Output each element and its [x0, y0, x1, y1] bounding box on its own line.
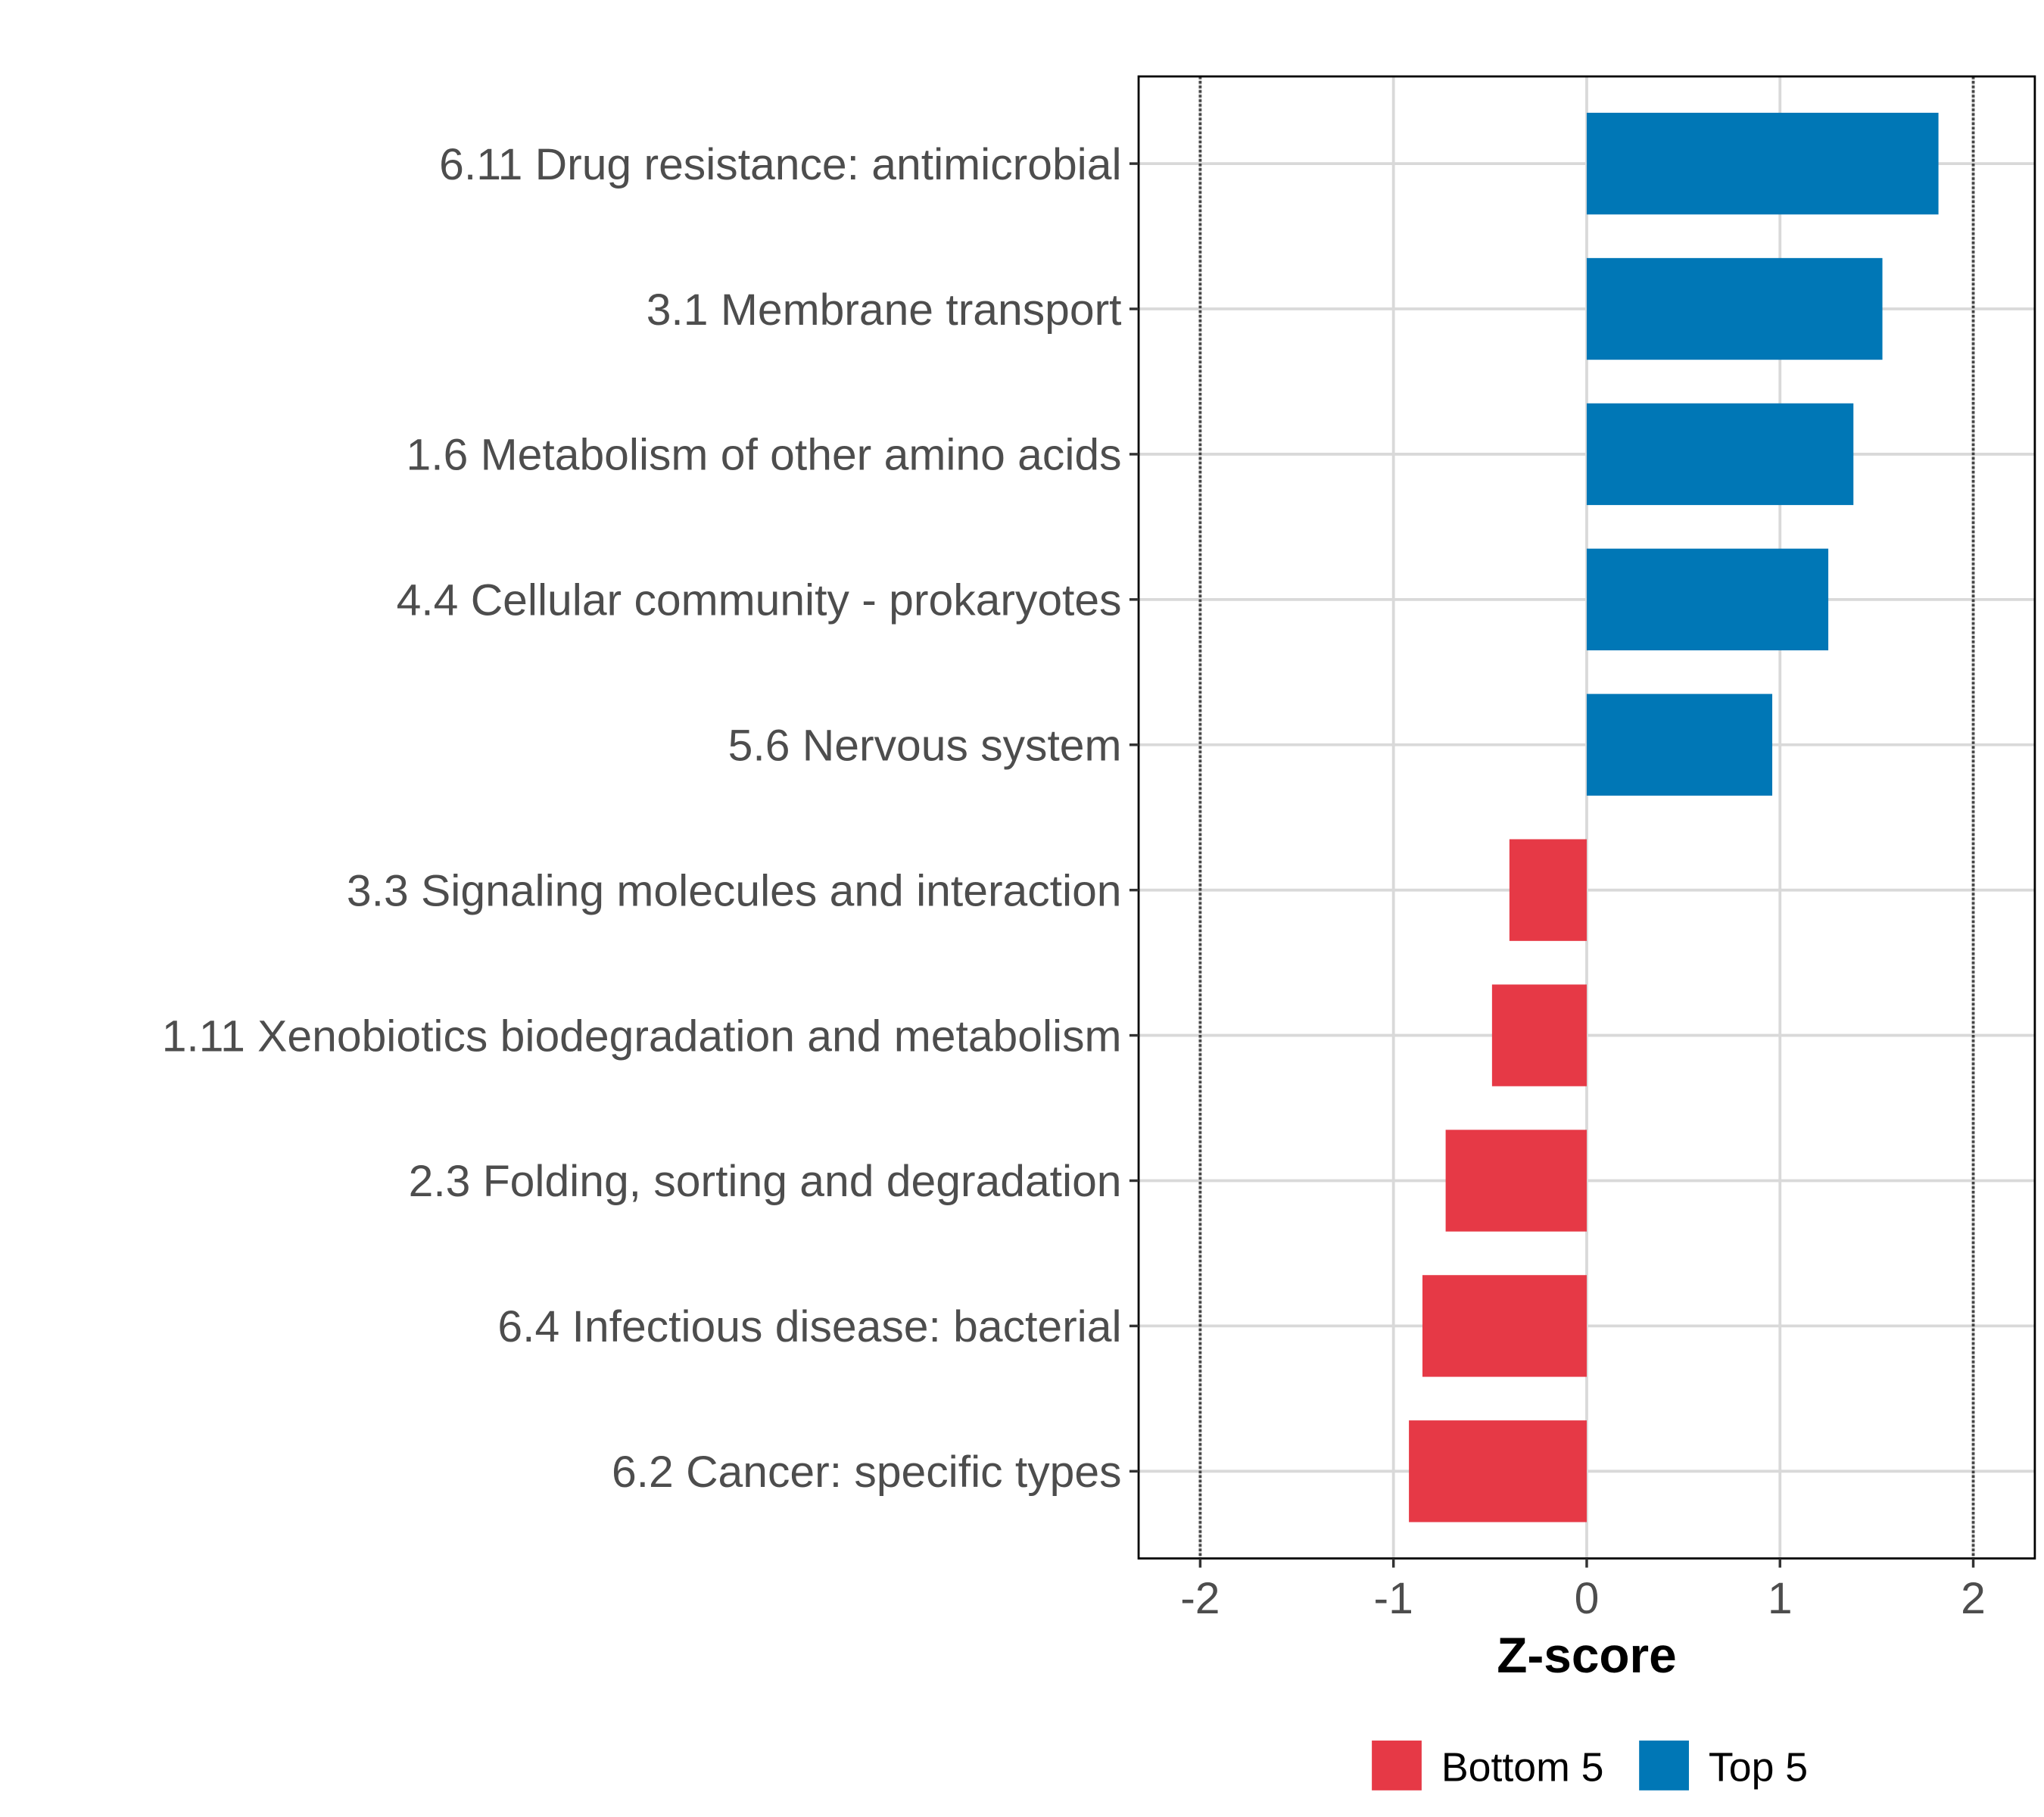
- bar: [1586, 403, 1854, 506]
- x-tick-label: -1: [1374, 1574, 1413, 1623]
- bars: [1409, 112, 1939, 1522]
- bar: [1409, 1420, 1587, 1522]
- y-axis: 6.11 Drug resistance: antimicrobial 3.1 M…: [162, 140, 1139, 1497]
- y-tick-label: 6.4 Infectious disease: bacterial: [497, 1302, 1121, 1351]
- bar: [1586, 548, 1829, 651]
- plot-panel-border: [1137, 75, 2036, 1560]
- legend-label: Top 5: [1709, 1745, 1808, 1791]
- legend-swatch: [1639, 1741, 1689, 1791]
- reference-lines: [1198, 76, 1975, 1559]
- x-tick-label: 0: [1575, 1574, 1600, 1623]
- bar: [1422, 1275, 1587, 1377]
- bar: [1586, 112, 1939, 215]
- y-tick-label: 3.3 Signaling molecules and interaction: [347, 866, 1122, 915]
- x-tick-label: 2: [1961, 1574, 1986, 1623]
- bar: [1586, 257, 1883, 360]
- bar: [1491, 984, 1587, 1086]
- bar: [1509, 839, 1587, 941]
- bar: [1445, 1130, 1587, 1232]
- y-tick-label: 6.2 Cancer: specific types: [612, 1448, 1122, 1497]
- x-tick-label: 1: [1768, 1574, 1793, 1623]
- y-tick-label: 2.3 Folding, sorting and degradation: [409, 1157, 1122, 1206]
- x-axis-title: Z-score: [1497, 1627, 1677, 1683]
- x-tick-label: -2: [1180, 1574, 1220, 1623]
- y-tick-label: 3.1 Membrane transport: [647, 285, 1122, 335]
- y-tick-label: 4.4 Cellular community - prokaryotes: [397, 576, 1122, 625]
- y-tick-label: 5.6 Nervous system: [728, 722, 1122, 771]
- x-axis: -2 -1 0 1 2: [1180, 1558, 1986, 1623]
- y-tick-label: 6.11 Drug resistance: antimicrobial: [439, 140, 1121, 189]
- bar: [1586, 693, 1773, 796]
- legend: Bottom 5 Top 5: [1372, 1741, 1808, 1791]
- y-tick-label: 1.11 Xenobiotics biodegradation and meta…: [162, 1011, 1122, 1061]
- legend-label: Bottom 5: [1441, 1745, 1604, 1791]
- y-tick-label: 1.6 Metabolism of other amino acids: [407, 431, 1122, 480]
- legend-swatch: [1372, 1741, 1422, 1791]
